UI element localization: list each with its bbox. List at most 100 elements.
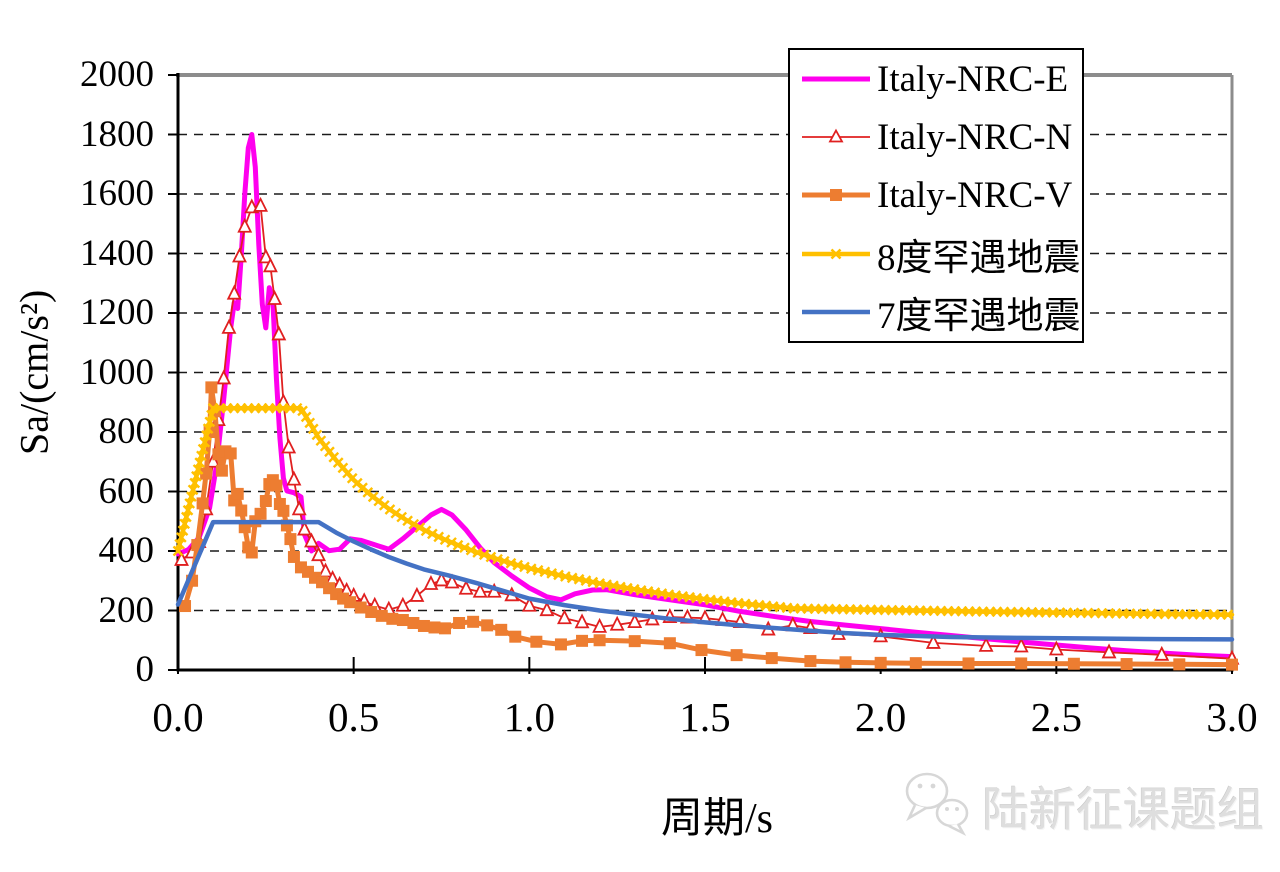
x-tick-label: 2.5 (1030, 694, 1082, 740)
marker-square (874, 656, 887, 669)
y-tick-label: 600 (98, 470, 155, 512)
marker-square (804, 655, 817, 668)
marker-square (909, 657, 922, 670)
y-tick-label: 200 (98, 589, 155, 631)
marker-triangle (472, 582, 488, 598)
marker-triangle (271, 325, 287, 341)
marker-triangle (286, 470, 302, 486)
marker-square (259, 495, 272, 508)
marker-triangle (592, 617, 608, 633)
marker-square (344, 596, 357, 609)
marker-square (576, 634, 589, 647)
marker-square (270, 479, 283, 492)
marker-square (365, 605, 378, 618)
marker-triangle (318, 562, 334, 578)
y-tick-label: 1600 (80, 173, 154, 214)
marker-square (1173, 658, 1186, 671)
legend: Italy-NRC-E Italy-NRC-N Italy-NRC-V 8度罕遇地震 7… (788, 48, 1084, 343)
marker-square (277, 504, 290, 517)
marker-square (593, 634, 606, 647)
y-tick-label: 800 (98, 411, 155, 452)
marker-x (311, 429, 323, 441)
legend-label: Italy-NRC-N (877, 116, 1073, 158)
marker-triangle (458, 579, 474, 595)
marker-triangle (521, 596, 537, 612)
marker-triangle (1154, 645, 1170, 661)
marker-x (390, 507, 402, 519)
marker-square (231, 487, 244, 500)
marker-square (509, 630, 522, 643)
marker-square (765, 652, 778, 665)
marker-square (1226, 658, 1238, 671)
marker-triangle (434, 571, 449, 587)
marker-x (396, 511, 408, 523)
marker-triangle (925, 633, 941, 649)
marker-triangle (226, 284, 242, 300)
x-tick-label: 1.0 (503, 694, 555, 740)
marker-triangle (557, 609, 572, 625)
series-line-Italy-NRC-E (175, 132, 1235, 660)
x-tick-label: 3.0 (1206, 694, 1258, 740)
marker-square (245, 546, 258, 559)
marker-square (428, 621, 441, 634)
x-axis-title: 周期/s (660, 796, 774, 842)
marker-square (1120, 658, 1133, 671)
marker-triangle (262, 257, 278, 273)
marker-triangle (1048, 640, 1064, 656)
marker-triangle (297, 520, 312, 536)
marker-x (1222, 609, 1234, 620)
legend-item-Italy-NRC-V: Italy-NRC-V (790, 167, 1082, 224)
marker-square (354, 601, 367, 614)
marker-triangle (1101, 643, 1117, 659)
marker-square (1067, 657, 1080, 670)
marker-x (414, 522, 426, 533)
marker-square (205, 381, 218, 394)
y-tick-label: 2000 (80, 54, 154, 95)
legend-sample (802, 76, 870, 82)
marker-square (495, 623, 508, 636)
marker-triangle (253, 196, 269, 212)
marker-x (427, 528, 438, 540)
marker-triangle (574, 613, 590, 629)
legend-sample (802, 309, 870, 315)
marker-triangle (205, 452, 221, 468)
watermark-text: 陆新征课题组 (982, 784, 1264, 837)
marker-triangle (409, 586, 425, 602)
marker-x (291, 402, 303, 414)
marker-square (628, 635, 641, 648)
marker-square (417, 619, 430, 632)
marker-x (402, 515, 413, 527)
marker-x (433, 531, 445, 543)
marker-square (254, 507, 267, 520)
marker-triangle (1013, 637, 1029, 653)
marker-triangle (232, 247, 247, 263)
marker-triangle (267, 290, 283, 305)
marker-triangle (423, 575, 439, 590)
y-tick-label: 400 (98, 530, 155, 571)
legend-item-8度罕遇地震: 8度罕遇地震 (790, 225, 1082, 282)
marker-square (287, 550, 300, 563)
marker-triangle (221, 318, 237, 334)
watermark: 陆新征课题组 (902, 768, 1264, 842)
legend-sample (802, 248, 870, 260)
marker-square (200, 467, 213, 480)
y-tick-label: 0 (135, 649, 155, 690)
marker-square (375, 609, 388, 622)
marker-triangle (258, 248, 274, 264)
series-line-7度罕遇地震 (175, 519, 1235, 642)
marker-triangle (237, 217, 253, 233)
marker-triangle (311, 546, 326, 562)
marker-triangle (609, 615, 625, 631)
marker-x (452, 539, 464, 551)
marker-square (179, 600, 192, 613)
marker-square (663, 637, 676, 650)
marker-square (554, 638, 567, 651)
marker-x (420, 525, 432, 537)
legend-item-Italy-NRC-E: Italy-NRC-E (790, 51, 1082, 108)
legend-sample (802, 128, 870, 143)
marker-square (386, 612, 399, 625)
y-tick-label: 1200 (80, 292, 154, 333)
marker-square (396, 614, 409, 627)
marker-triangle (174, 550, 189, 566)
